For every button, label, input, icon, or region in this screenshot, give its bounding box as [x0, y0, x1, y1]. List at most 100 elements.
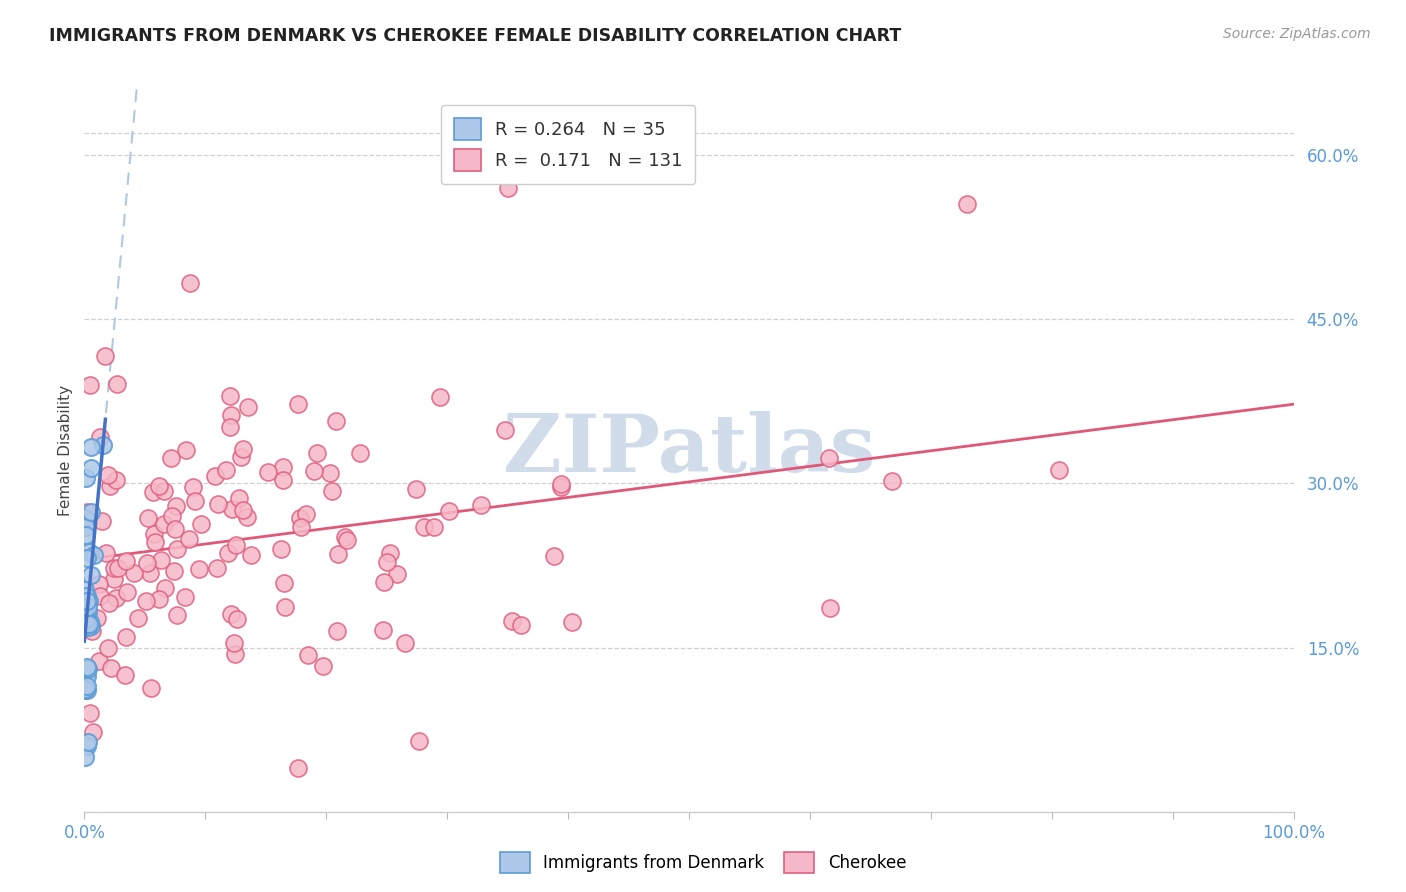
Point: [163, 564, 186, 578]
Point: [290, 520, 312, 534]
Point: [215, 463, 238, 477]
Point: [543, 549, 565, 563]
Point: [271, 460, 294, 475]
Point: [162, 509, 184, 524]
Point: [239, 548, 262, 562]
Point: [76, 550, 98, 565]
Point: [561, 615, 583, 629]
Point: [207, 498, 229, 512]
Point: [229, 450, 252, 465]
Point: [94, 545, 117, 559]
Point: [127, 610, 149, 624]
Point: [287, 397, 309, 411]
Point: [326, 624, 349, 639]
Point: [325, 414, 347, 428]
Point: [204, 469, 226, 483]
Point: [153, 581, 176, 595]
Point: [333, 530, 356, 544]
Point: [148, 479, 170, 493]
Point: [224, 636, 246, 650]
Point: [79, 568, 101, 582]
Point: [273, 599, 295, 614]
Point: [115, 584, 138, 599]
Point: [153, 516, 176, 531]
Point: [82, 624, 104, 639]
Point: [232, 442, 254, 456]
Point: [470, 498, 492, 512]
Point: [75, 589, 97, 603]
Point: [136, 511, 159, 525]
Point: [550, 480, 572, 494]
Point: [218, 420, 240, 434]
Point: [89, 576, 111, 591]
Point: [226, 612, 249, 626]
Point: [142, 484, 165, 499]
Point: [232, 503, 254, 517]
Point: [509, 618, 531, 632]
Point: [76, 505, 98, 519]
Point: [297, 648, 319, 663]
Point: [228, 491, 250, 506]
Point: [219, 607, 242, 622]
Point: [76, 589, 98, 603]
Legend: Immigrants from Denmark, Cherokee: Immigrants from Denmark, Cherokee: [494, 846, 912, 880]
Point: [75, 750, 97, 764]
Point: [89, 590, 111, 604]
Point: [124, 566, 146, 580]
Point: [105, 473, 128, 487]
Point: [136, 557, 159, 571]
Point: [550, 476, 572, 491]
Point: [184, 493, 207, 508]
Point: [77, 545, 100, 559]
Point: [287, 761, 309, 775]
Point: [77, 662, 100, 676]
Point: [413, 520, 436, 534]
Point: [273, 575, 295, 590]
Point: [76, 679, 98, 693]
Point: [217, 546, 239, 560]
Point: [818, 451, 841, 466]
Point: [270, 542, 292, 557]
Point: [83, 548, 105, 562]
Legend: R = 0.264   N = 35, R =  0.171   N = 131: R = 0.264 N = 35, R = 0.171 N = 131: [441, 105, 695, 184]
Point: [207, 560, 229, 574]
Text: IMMIGRANTS FROM DENMARK VS CHEROKEE FEMALE DISABILITY CORRELATION CHART: IMMIGRANTS FROM DENMARK VS CHEROKEE FEMA…: [49, 27, 901, 45]
Point: [380, 546, 402, 560]
Point: [79, 460, 101, 475]
Point: [76, 682, 98, 697]
Point: [148, 591, 170, 606]
Text: ZIPatlas: ZIPatlas: [503, 411, 875, 490]
Point: [75, 618, 97, 632]
Point: [165, 522, 187, 536]
Text: Source: ZipAtlas.com: Source: ZipAtlas.com: [1223, 27, 1371, 41]
Point: [219, 408, 242, 422]
Point: [82, 725, 104, 739]
Point: [75, 582, 97, 597]
Point: [86, 611, 108, 625]
Point: [75, 528, 97, 542]
Point: [408, 733, 430, 747]
Point: [294, 507, 316, 521]
Point: [77, 616, 100, 631]
Point: [236, 510, 259, 524]
Point: [77, 735, 100, 749]
Point: [221, 501, 243, 516]
Point: [307, 446, 329, 460]
Point: [89, 654, 111, 668]
Point: [80, 505, 103, 519]
Point: [73, 682, 96, 697]
Point: [73, 608, 96, 623]
Point: [104, 591, 127, 605]
Point: [177, 533, 200, 547]
Point: [336, 533, 359, 547]
Point: [79, 619, 101, 633]
Point: [371, 623, 394, 637]
Y-axis label: Female Disability: Female Disability: [58, 384, 73, 516]
Point: [98, 479, 121, 493]
Point: [181, 480, 204, 494]
Point: [143, 535, 166, 549]
Point: [321, 484, 343, 499]
Point: [394, 636, 416, 650]
Point: [76, 620, 98, 634]
Point: [77, 605, 100, 619]
